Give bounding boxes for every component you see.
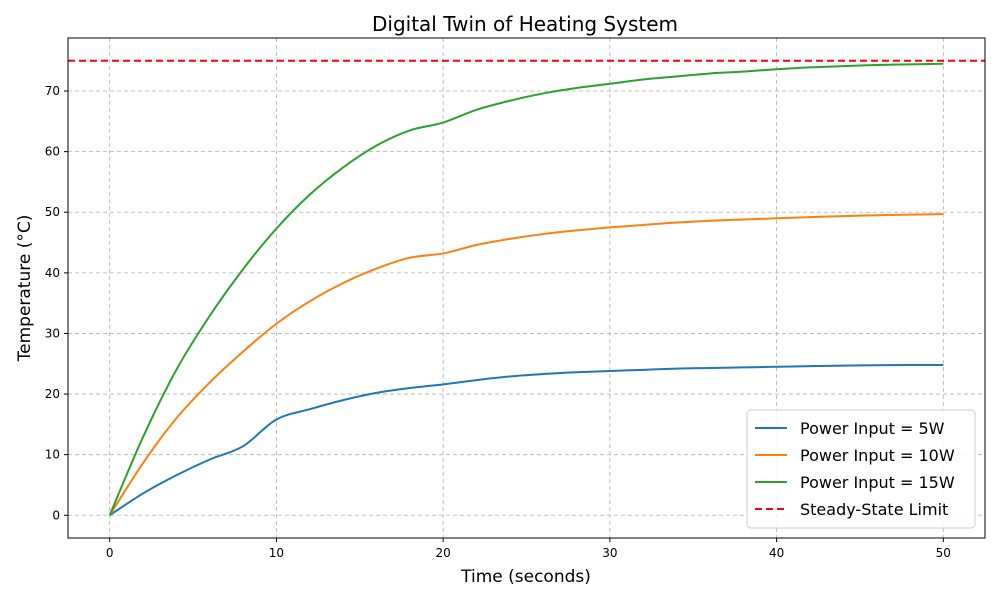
x-axis-ticks: 0 10 20 30 40 50 — [106, 538, 951, 560]
x-tick-label: 0 — [106, 546, 114, 560]
y-tick-label: 0 — [52, 508, 60, 522]
series-line-2 — [108, 62, 944, 516]
y-tick-label: 20 — [45, 387, 60, 401]
y-tick-label: 10 — [45, 448, 60, 462]
series-layer — [68, 59, 985, 517]
x-tick-label: 50 — [936, 546, 951, 560]
x-tick-label: 40 — [769, 546, 784, 560]
chart-title: Digital Twin of Heating System — [372, 12, 678, 36]
plot-frame — [67, 37, 986, 539]
legend-box — [746, 409, 976, 529]
legend: Power Input = 5W Power Input = 10W Power I… — [746, 409, 976, 529]
y-tick-label: 70 — [45, 84, 60, 98]
y-axis-label: Temperature (°C) — [15, 215, 35, 363]
legend-label-2: Power Input = 15W — [800, 473, 955, 492]
y-axis-ticks: 0 10 20 30 40 50 60 70 — [45, 84, 68, 522]
x-tick-label: 30 — [602, 546, 617, 560]
legend-label-1: Power Input = 10W — [800, 446, 955, 465]
x-tick-label: 20 — [435, 546, 450, 560]
legend-label-0: Power Input = 5W — [800, 419, 945, 438]
x-axis-label: Time (seconds) — [460, 567, 591, 587]
x-tick-label: 10 — [269, 546, 284, 560]
series-line-0 — [109, 363, 944, 517]
series-line-1 — [108, 213, 944, 516]
y-tick-label: 60 — [45, 145, 60, 159]
y-tick-label: 50 — [45, 205, 60, 219]
legend-label-3: Steady-State Limit — [800, 500, 948, 519]
y-tick-label: 40 — [45, 266, 60, 280]
y-tick-label: 30 — [45, 326, 60, 340]
